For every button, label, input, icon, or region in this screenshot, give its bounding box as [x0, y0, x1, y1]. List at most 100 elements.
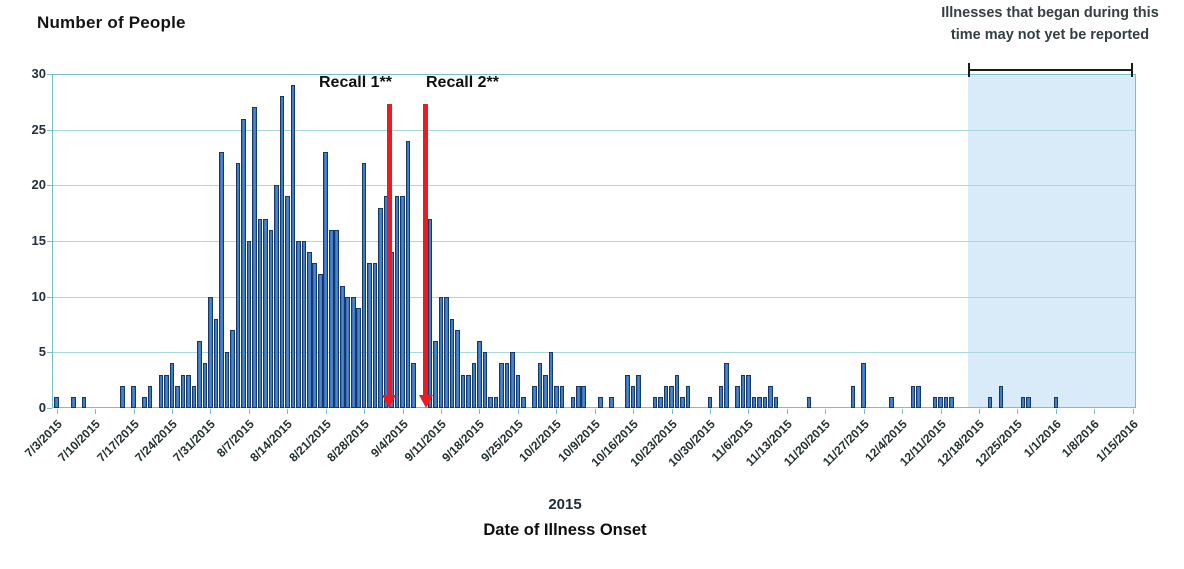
bar	[164, 374, 169, 408]
y-tick-mark	[47, 74, 52, 75]
x-axis-year-label: 2015	[548, 496, 582, 513]
x-tick-mark	[1132, 409, 1134, 414]
recall-1-label: Recall 1**	[319, 74, 392, 91]
x-tick-mark	[863, 409, 865, 414]
y-tick-mark	[47, 185, 52, 187]
bar	[680, 396, 685, 408]
bar	[279, 96, 285, 408]
bar	[559, 385, 565, 408]
bar	[175, 385, 180, 408]
x-tick-mark	[95, 409, 97, 414]
bar	[460, 374, 466, 408]
bar	[499, 363, 504, 408]
bar	[658, 396, 663, 408]
unreported-note-line1: Illnesses that began during this	[941, 5, 1159, 21]
bar	[202, 363, 208, 408]
y-tick-label: 25	[31, 121, 46, 137]
bar	[625, 374, 630, 408]
bar	[263, 218, 268, 408]
bar	[669, 385, 674, 408]
x-tick-mark	[671, 409, 673, 414]
bar	[433, 341, 438, 408]
bar	[328, 229, 334, 408]
x-tick-mark	[786, 409, 788, 414]
bar	[444, 296, 449, 408]
bar	[806, 396, 812, 408]
bar	[888, 396, 894, 408]
bar	[213, 318, 219, 408]
bar	[394, 196, 400, 408]
x-tick-mark	[825, 409, 827, 414]
bar	[455, 330, 460, 408]
x-tick-mark	[56, 409, 58, 414]
recall-1-arrow	[382, 395, 397, 408]
bar	[515, 374, 521, 408]
y-tick-label: 15	[31, 233, 46, 248]
bar	[707, 396, 713, 408]
bar	[54, 396, 60, 408]
x-tick-mark	[402, 409, 404, 414]
y-tick-label: 5	[38, 344, 46, 360]
bar	[180, 374, 186, 408]
bar	[438, 296, 444, 408]
bar	[597, 396, 603, 408]
x-tick-mark	[479, 409, 481, 414]
bar	[356, 307, 361, 408]
bar	[235, 163, 241, 408]
x-tick-mark	[633, 409, 635, 414]
bar	[230, 330, 235, 408]
x-tick-mark	[594, 409, 596, 414]
bar	[504, 363, 510, 408]
bar	[317, 274, 323, 408]
bar	[361, 163, 367, 408]
bar	[987, 396, 993, 408]
bar	[1026, 396, 1031, 408]
y-tick-mark	[47, 408, 52, 409]
x-tick-mark	[1094, 409, 1096, 414]
x-tick-mark	[172, 409, 174, 414]
gridline-25	[53, 129, 1135, 131]
bar	[746, 374, 751, 408]
y-tick-mark	[47, 296, 52, 298]
x-axis-title: Date of Illness Onset	[483, 521, 647, 539]
bar	[608, 396, 614, 408]
bar	[301, 241, 307, 408]
bar	[274, 185, 279, 408]
x-tick-mark	[979, 409, 981, 414]
bar	[916, 385, 921, 408]
bar	[405, 140, 411, 408]
bar	[861, 363, 867, 408]
bar	[477, 341, 482, 408]
bar	[1053, 396, 1059, 408]
bar	[268, 229, 274, 408]
bar	[400, 196, 405, 408]
bar	[521, 396, 526, 408]
bar	[334, 229, 340, 408]
bar	[323, 151, 329, 408]
y-tick-label: 0	[38, 400, 46, 415]
x-tick-mark	[325, 409, 327, 414]
bar	[674, 374, 680, 408]
unreported-bracket-right-cap	[1131, 63, 1133, 77]
bar	[685, 385, 691, 408]
unreported-bracket-left-cap	[968, 63, 971, 77]
bar	[663, 385, 669, 408]
bar	[252, 107, 257, 408]
bar	[208, 296, 213, 408]
bar	[482, 352, 488, 408]
bar	[938, 396, 943, 408]
gridline-5	[53, 352, 1135, 354]
bar	[554, 385, 559, 408]
bar	[652, 396, 658, 408]
bar	[493, 396, 499, 408]
y-tick-label: 20	[31, 177, 46, 193]
bar	[219, 151, 224, 408]
bar	[378, 207, 383, 408]
bar	[773, 396, 779, 408]
x-tick-mark	[556, 409, 558, 414]
bar	[543, 374, 548, 408]
y-tick-mark	[47, 352, 52, 354]
bar	[449, 318, 455, 408]
recall-2-label: Recall 2**	[426, 74, 499, 91]
bar	[120, 385, 125, 408]
